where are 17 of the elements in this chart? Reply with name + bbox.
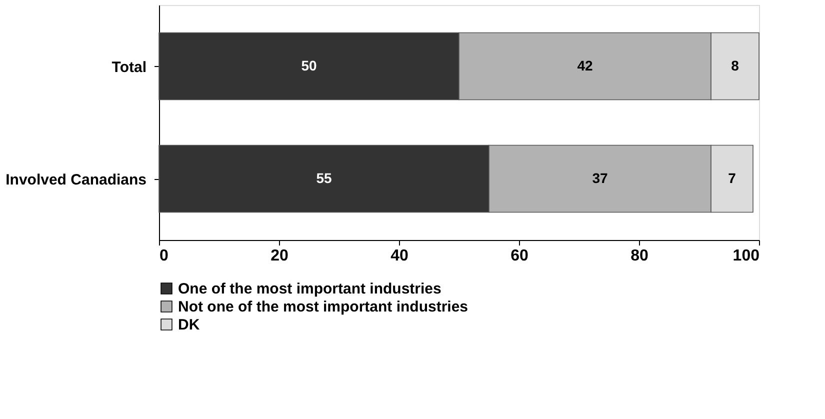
legend-label: DK — [178, 316, 200, 334]
data-label: 7 — [728, 170, 736, 186]
y-tick-label: Total — [112, 58, 146, 76]
x-tick-label: 0 — [160, 248, 168, 264]
x-tick-label: 100 — [732, 248, 760, 264]
legend-label: One of the most important industries — [178, 280, 442, 298]
data-label: 8 — [731, 57, 740, 74]
data-label: 55 — [316, 170, 332, 186]
x-tick-label: 40 — [390, 248, 408, 264]
data-label: 37 — [592, 170, 608, 186]
y-tick-label: Involved Canadians — [6, 171, 146, 188]
x-tick-label: 20 — [270, 248, 288, 264]
x-tick-label: 60 — [510, 248, 528, 264]
x-tick-label: 80 — [630, 248, 648, 264]
data-label: 50 — [301, 57, 317, 74]
data-label: 42 — [577, 57, 593, 74]
legend-label: Not one of the most important industries — [178, 298, 468, 316]
